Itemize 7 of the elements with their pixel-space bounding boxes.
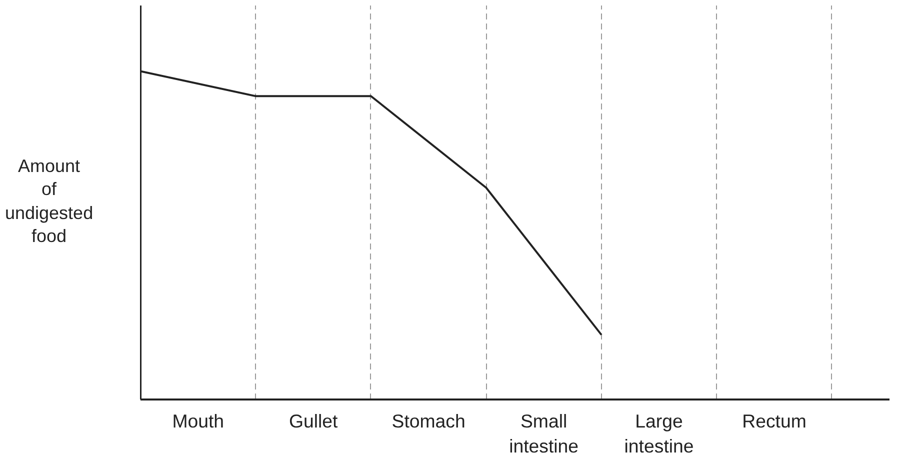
text: Small intestine — [509, 410, 579, 457]
text: Mouth — [172, 410, 224, 432]
y-axis-title: Amount of undigested food — [5, 155, 94, 248]
text: Stomach — [392, 410, 466, 432]
text: Large intestine — [624, 410, 694, 457]
text: Rectum — [742, 410, 806, 432]
text: Gullet — [288, 410, 339, 432]
